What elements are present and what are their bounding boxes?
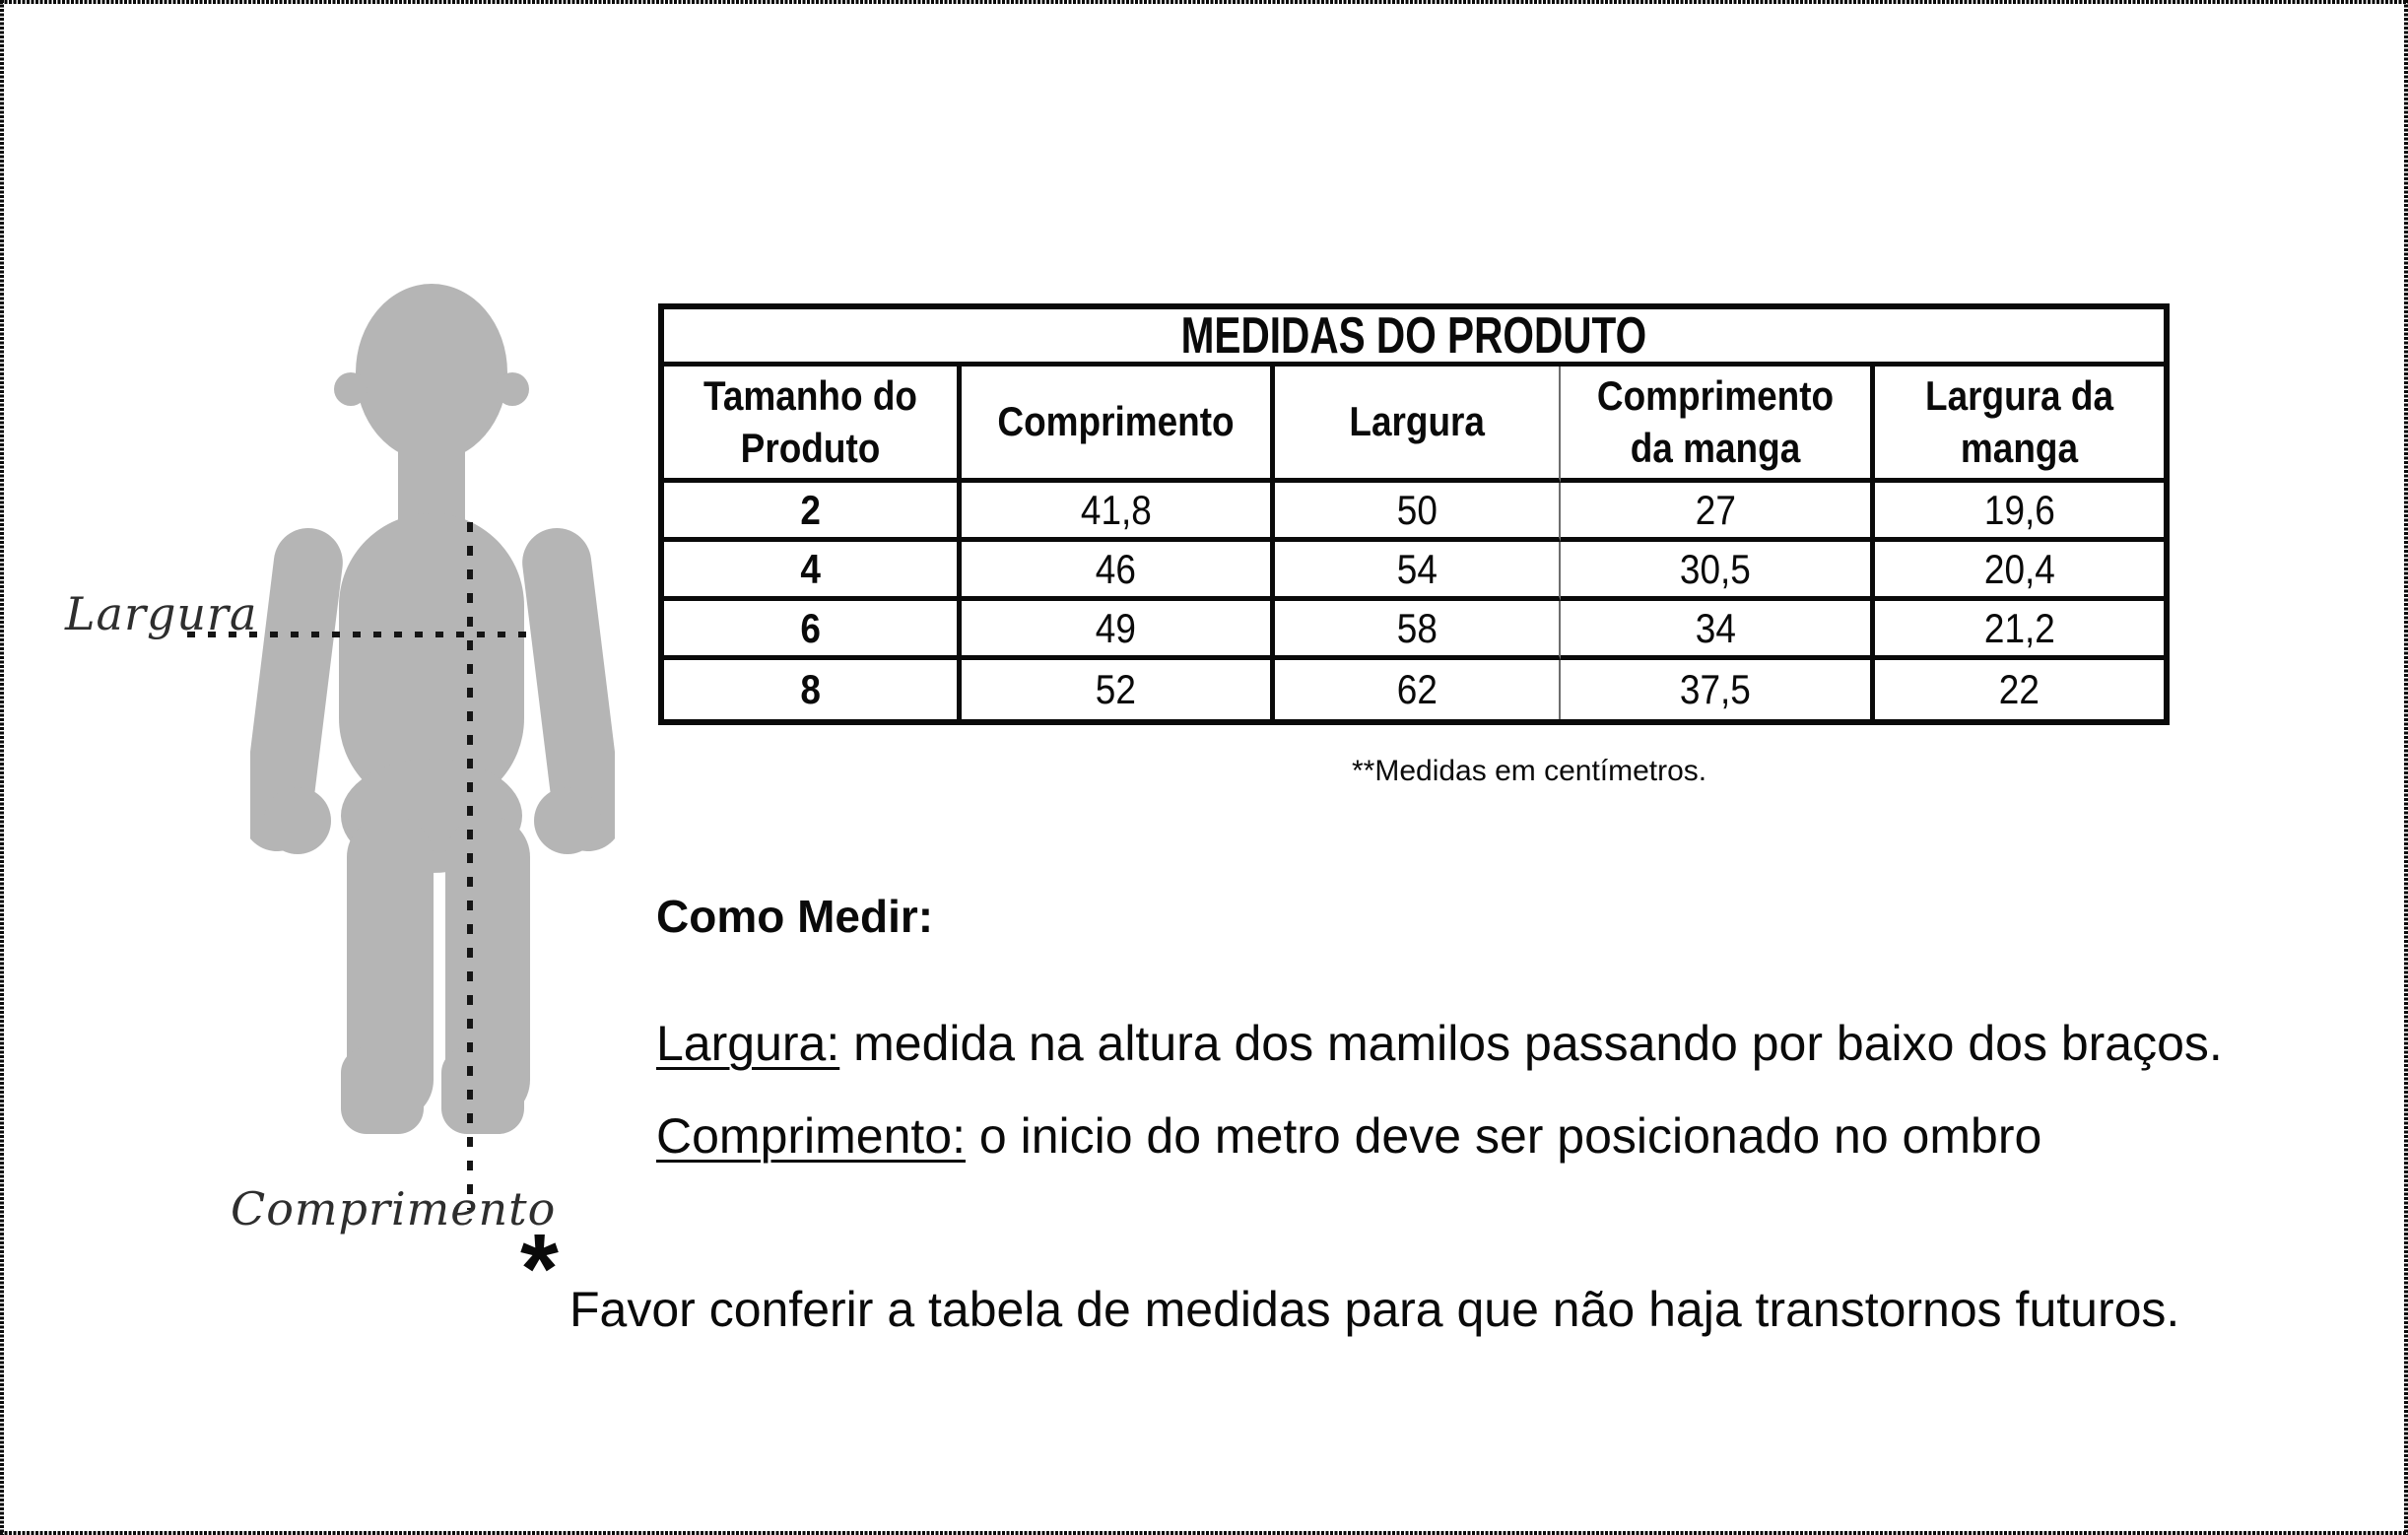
length-instruction: Comprimento: o inicio do metro deve ser …	[656, 1107, 2041, 1165]
table-cell: 21,2	[1875, 601, 2164, 660]
length-instruction-term: Comprimento:	[656, 1108, 966, 1164]
table-row-size-value: 6	[664, 601, 962, 660]
table-cell: 62	[1275, 660, 1561, 719]
page-border-top	[0, 0, 2408, 4]
table-cell: 19,6	[1875, 483, 2164, 542]
table-row-size-value: 4	[664, 542, 962, 601]
footer-warning-text: Favor conferir a tabela de medidas para …	[569, 1282, 2180, 1337]
table-cell: 49	[962, 601, 1275, 660]
table-cell: 50	[1275, 483, 1561, 542]
width-label: Largura	[65, 587, 258, 640]
table-row-size-value: 2	[664, 483, 962, 542]
page-border-left	[0, 0, 4, 1535]
table-cell: 34	[1561, 601, 1875, 660]
table-cell: 41,8	[962, 483, 1275, 542]
page-border-bottom	[0, 1531, 2408, 1535]
table-row-size-value: 8	[664, 660, 962, 719]
page-border-right	[2404, 0, 2408, 1535]
column-header-length: Comprimento	[962, 367, 1275, 483]
child-silhouette-shape	[250, 284, 615, 1134]
table-cell: 22	[1998, 666, 2040, 712]
column-header-width: Largura	[1275, 367, 1561, 483]
how-to-measure-heading: Como Medir:	[656, 891, 934, 942]
column-header-sleeve-length: Comprimento da manga	[1561, 367, 1875, 483]
table-cell: 54	[1275, 542, 1561, 601]
table-cell: 37,5	[1561, 660, 1875, 719]
table-cell: 20,4	[1875, 542, 2164, 601]
measurements-table: MEDIDAS DO PRODUTO Tamanho do Produto Co…	[658, 303, 2170, 725]
width-instruction-text: medida na altura dos mamilos passando po…	[839, 1016, 2223, 1071]
width-measure-line	[187, 632, 534, 637]
table-cell: 52	[962, 660, 1275, 719]
table-cell: 30,5	[1561, 542, 1875, 601]
table-cell: 27	[1561, 483, 1875, 542]
table-cell: 46	[962, 542, 1275, 601]
asterisk-marker: *	[520, 1214, 559, 1324]
child-silhouette	[250, 284, 615, 1134]
width-instruction-term: Largura:	[656, 1016, 840, 1071]
table-cell: 58	[1275, 601, 1561, 660]
column-header-sleeve-width: Largura da manga	[1875, 367, 2164, 483]
width-instruction: Largura: medida na altura dos mamilos pa…	[656, 1015, 2223, 1072]
length-label: Comprimento	[231, 1182, 557, 1235]
units-note: **Medidas em centímetros.	[1352, 755, 1707, 787]
length-measure-line	[467, 522, 473, 1210]
table-title: MEDIDAS DO PRODUTO	[664, 309, 2164, 367]
length-instruction-text: o inicio do metro deve ser posicionado n…	[966, 1108, 2042, 1164]
column-header-size: Tamanho do Produto	[664, 367, 962, 483]
